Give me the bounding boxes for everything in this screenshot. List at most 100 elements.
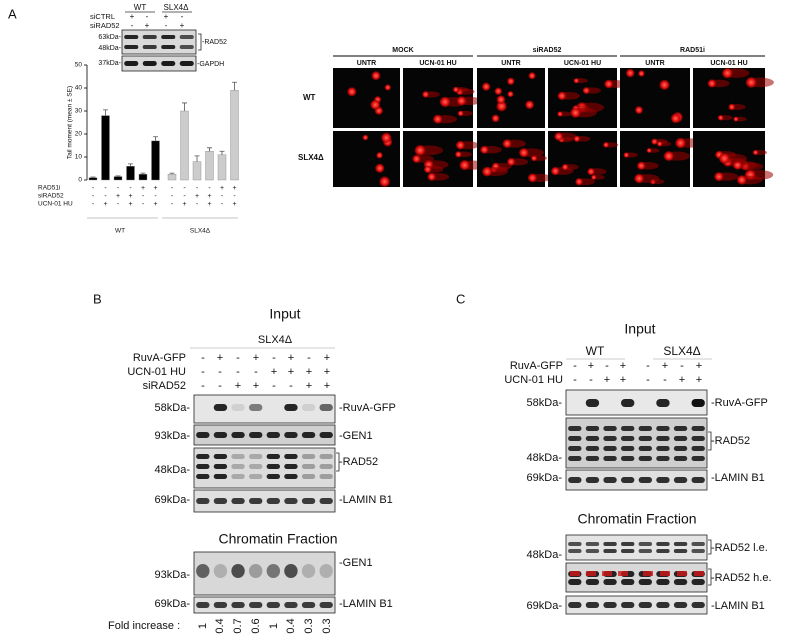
column-header: UCN-01 HU — [710, 60, 747, 67]
sign: - — [236, 366, 240, 378]
sign: - — [146, 12, 149, 21]
band — [213, 602, 228, 608]
band-label: -GEN1 — [339, 557, 373, 569]
bracket — [336, 452, 340, 472]
band — [319, 498, 333, 504]
sign: + — [128, 193, 132, 200]
band — [301, 454, 316, 459]
band — [213, 404, 228, 411]
blot — [121, 55, 197, 72]
band — [603, 446, 617, 451]
comet-head — [573, 77, 580, 84]
comet-head — [507, 77, 515, 85]
band — [266, 498, 281, 504]
comet-head — [557, 111, 563, 117]
sign: - — [131, 21, 134, 30]
sign: + — [288, 366, 294, 378]
comet-head — [376, 152, 383, 159]
y-tick-label: 40 — [75, 85, 83, 92]
band — [284, 602, 298, 608]
sign: - — [92, 193, 95, 200]
comet-head — [457, 110, 464, 117]
band — [673, 456, 688, 461]
comet-head — [728, 103, 736, 111]
band — [568, 549, 582, 553]
saturation — [694, 571, 704, 576]
comet-head — [527, 173, 537, 183]
band — [620, 477, 635, 483]
fold-label: Fold increase : — [108, 620, 180, 632]
band — [196, 564, 210, 578]
band-label: -RAD52 l.e. — [711, 542, 768, 554]
comet-head — [507, 157, 516, 166]
comet-head — [362, 134, 369, 141]
band — [284, 564, 298, 578]
panel-label: A — [8, 6, 17, 21]
bar — [138, 174, 148, 181]
comet-head — [714, 171, 724, 182]
y-tick-label: 10 — [75, 154, 83, 161]
band — [620, 579, 635, 585]
band — [179, 35, 194, 39]
comet-head — [659, 79, 670, 91]
sign: - — [92, 185, 95, 192]
comet-head — [459, 159, 470, 171]
panel-label: B — [93, 291, 102, 306]
band — [620, 602, 635, 608]
band — [142, 61, 157, 66]
sign: - — [573, 374, 577, 386]
comet-head — [745, 77, 757, 88]
band — [673, 446, 688, 451]
sign: + — [235, 380, 241, 392]
band — [656, 549, 670, 553]
band — [656, 542, 670, 546]
comet-image — [477, 131, 552, 187]
comet-head — [433, 114, 443, 124]
error-bar — [153, 136, 158, 141]
saturation — [602, 571, 612, 576]
band — [638, 602, 653, 608]
band — [213, 564, 228, 578]
error-bar — [232, 81, 237, 91]
band — [568, 426, 582, 431]
sign: - — [221, 201, 224, 208]
comet-image — [403, 68, 482, 128]
image-bg — [333, 68, 400, 128]
sign: - — [171, 201, 174, 208]
band — [231, 498, 245, 504]
band — [568, 436, 582, 441]
group-label: SLX4Δ — [258, 334, 293, 346]
sign: - — [165, 21, 168, 30]
band — [620, 542, 635, 546]
error-bar — [90, 176, 96, 178]
band — [691, 477, 705, 483]
comet-head — [722, 67, 733, 79]
comet-head — [528, 72, 536, 80]
band — [284, 474, 298, 479]
comet-head — [575, 177, 583, 186]
marker: 69kDa- — [155, 598, 191, 610]
comet-head — [455, 151, 462, 158]
sign: - — [154, 193, 157, 200]
band — [585, 436, 600, 441]
sign: + — [696, 374, 702, 386]
column-header: UNTR — [501, 60, 520, 67]
sign: + — [620, 374, 626, 386]
blot — [565, 595, 708, 615]
comet-head — [347, 87, 357, 97]
comet-head — [582, 87, 590, 95]
sign: - — [254, 366, 258, 378]
comet-head — [675, 137, 686, 149]
sign: + — [195, 193, 199, 200]
fold-value: 0.6 — [250, 618, 262, 633]
sign: - — [233, 193, 236, 200]
sign: - — [142, 201, 145, 208]
band — [620, 399, 635, 407]
sign: + — [130, 12, 135, 21]
sign: + — [141, 185, 145, 192]
band — [673, 542, 688, 546]
band — [231, 564, 245, 578]
marker: 69kDa- — [527, 472, 563, 484]
comet-head — [439, 96, 451, 108]
band-label: -GAPDH — [197, 61, 224, 68]
